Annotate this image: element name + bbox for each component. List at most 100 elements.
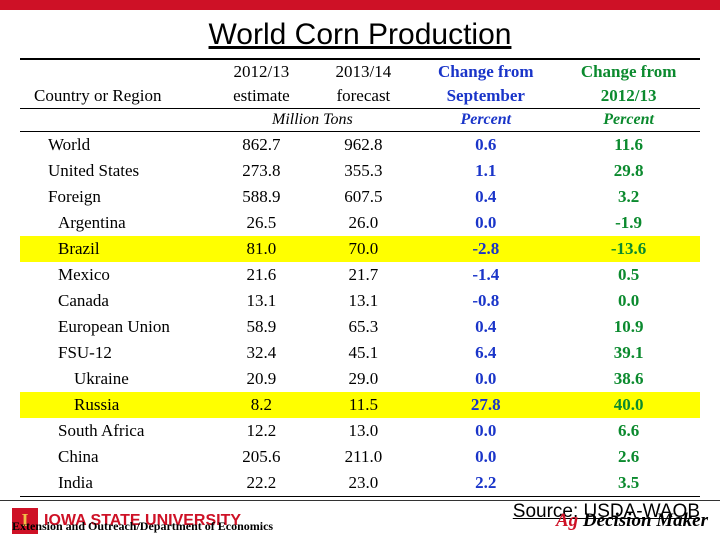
table-row: China205.6211.00.02.6 <box>20 444 700 470</box>
cell-estimate: 12.2 <box>210 418 312 444</box>
table-body: World862.7962.80.611.6United States273.8… <box>20 132 700 497</box>
cell-change-sep: 27.8 <box>414 392 557 418</box>
cell-estimate: 20.9 <box>210 366 312 392</box>
production-table: 2012/13 2013/14 Change from Change from … <box>20 58 700 497</box>
extension-text: Extension and Outreach/Department of Eco… <box>12 519 273 534</box>
row-label: China <box>20 444 210 470</box>
hdr-chg-sep-2: September <box>414 84 557 109</box>
cell-change-sep: 0.0 <box>414 210 557 236</box>
cell-change-sep: 1.1 <box>414 158 557 184</box>
cell-change-year: 11.6 <box>557 132 700 159</box>
cell-change-sep: 0.6 <box>414 132 557 159</box>
cell-change-sep: 0.0 <box>414 418 557 444</box>
cell-change-year: 2.6 <box>557 444 700 470</box>
top-red-bar <box>0 0 720 10</box>
cell-forecast: 355.3 <box>312 158 414 184</box>
row-label: Argentina <box>20 210 210 236</box>
cell-change-year: 10.9 <box>557 314 700 340</box>
pct-2: Percent <box>557 109 700 132</box>
cell-forecast: 45.1 <box>312 340 414 366</box>
cell-forecast: 607.5 <box>312 184 414 210</box>
hdr-chg-yr-1: Change from <box>557 59 700 84</box>
cell-forecast: 29.0 <box>312 366 414 392</box>
table-row: Brazil81.070.0-2.8-13.6 <box>20 236 700 262</box>
hdr-chg-yr-2: 2012/13 <box>557 84 700 109</box>
cell-estimate: 13.1 <box>210 288 312 314</box>
cell-estimate: 588.9 <box>210 184 312 210</box>
cell-change-sep: -0.8 <box>414 288 557 314</box>
row-label: Russia <box>20 392 210 418</box>
row-label: Canada <box>20 288 210 314</box>
cell-forecast: 13.1 <box>312 288 414 314</box>
table-row: South Africa12.213.00.06.6 <box>20 418 700 444</box>
cell-change-year: -1.9 <box>557 210 700 236</box>
row-label: India <box>20 470 210 497</box>
cell-estimate: 273.8 <box>210 158 312 184</box>
cell-change-year: 29.8 <box>557 158 700 184</box>
row-label: Mexico <box>20 262 210 288</box>
unit-row: Million Tons Percent Percent <box>20 109 700 132</box>
cell-estimate: 32.4 <box>210 340 312 366</box>
table-row: Canada13.113.1-0.80.0 <box>20 288 700 314</box>
table-container: 2012/13 2013/14 Change from Change from … <box>20 58 700 497</box>
header-row-2: Country or Region estimate forecast Sept… <box>20 84 700 109</box>
pct-1: Percent <box>414 109 557 132</box>
cell-change-sep: -2.8 <box>414 236 557 262</box>
cell-estimate: 205.6 <box>210 444 312 470</box>
cell-estimate: 862.7 <box>210 132 312 159</box>
header-row-1: 2012/13 2013/14 Change from Change from <box>20 59 700 84</box>
hdr-forecast: forecast <box>312 84 414 109</box>
hdr-country: Country or Region <box>20 84 210 109</box>
row-label: Brazil <box>20 236 210 262</box>
cell-change-year: 38.6 <box>557 366 700 392</box>
cell-estimate: 21.6 <box>210 262 312 288</box>
unit-label: Million Tons <box>210 109 414 132</box>
hdr-est-year: 2012/13 <box>210 59 312 84</box>
row-label: FSU-12 <box>20 340 210 366</box>
table-row: India22.223.02.23.5 <box>20 470 700 497</box>
cell-change-year: 0.0 <box>557 288 700 314</box>
cell-change-sep: 2.2 <box>414 470 557 497</box>
cell-forecast: 11.5 <box>312 392 414 418</box>
row-label: South Africa <box>20 418 210 444</box>
cell-forecast: 13.0 <box>312 418 414 444</box>
cell-estimate: 26.5 <box>210 210 312 236</box>
row-label: World <box>20 132 210 159</box>
cell-forecast: 962.8 <box>312 132 414 159</box>
table-row: Mexico21.621.7-1.40.5 <box>20 262 700 288</box>
cell-forecast: 23.0 <box>312 470 414 497</box>
hdr-chg-sep-1: Change from <box>414 59 557 84</box>
cell-forecast: 70.0 <box>312 236 414 262</box>
cell-change-sep: 0.0 <box>414 366 557 392</box>
hdr-fc-year: 2013/14 <box>312 59 414 84</box>
row-label: Ukraine <box>20 366 210 392</box>
table-row: European Union58.965.30.410.9 <box>20 314 700 340</box>
cell-forecast: 65.3 <box>312 314 414 340</box>
cell-forecast: 21.7 <box>312 262 414 288</box>
cell-forecast: 26.0 <box>312 210 414 236</box>
cell-estimate: 81.0 <box>210 236 312 262</box>
hdr-estimate: estimate <box>210 84 312 109</box>
cell-change-year: 3.5 <box>557 470 700 497</box>
row-label: United States <box>20 158 210 184</box>
row-label: European Union <box>20 314 210 340</box>
adm-dm: Decision Maker <box>583 510 708 531</box>
cell-forecast: 211.0 <box>312 444 414 470</box>
cell-change-year: 3.2 <box>557 184 700 210</box>
cell-change-year: 6.6 <box>557 418 700 444</box>
cell-change-sep: 6.4 <box>414 340 557 366</box>
cell-change-year: 39.1 <box>557 340 700 366</box>
cell-estimate: 8.2 <box>210 392 312 418</box>
row-label: Foreign <box>20 184 210 210</box>
cell-estimate: 22.2 <box>210 470 312 497</box>
cell-change-sep: -1.4 <box>414 262 557 288</box>
cell-estimate: 58.9 <box>210 314 312 340</box>
cell-change-sep: 0.4 <box>414 184 557 210</box>
cell-change-year: -13.6 <box>557 236 700 262</box>
cell-change-year: 0.5 <box>557 262 700 288</box>
table-row: Foreign588.9607.50.43.2 <box>20 184 700 210</box>
adm-ag: Ag <box>556 510 583 531</box>
table-row: Ukraine20.929.00.038.6 <box>20 366 700 392</box>
cell-change-sep: 0.4 <box>414 314 557 340</box>
table-row: World862.7962.80.611.6 <box>20 132 700 159</box>
